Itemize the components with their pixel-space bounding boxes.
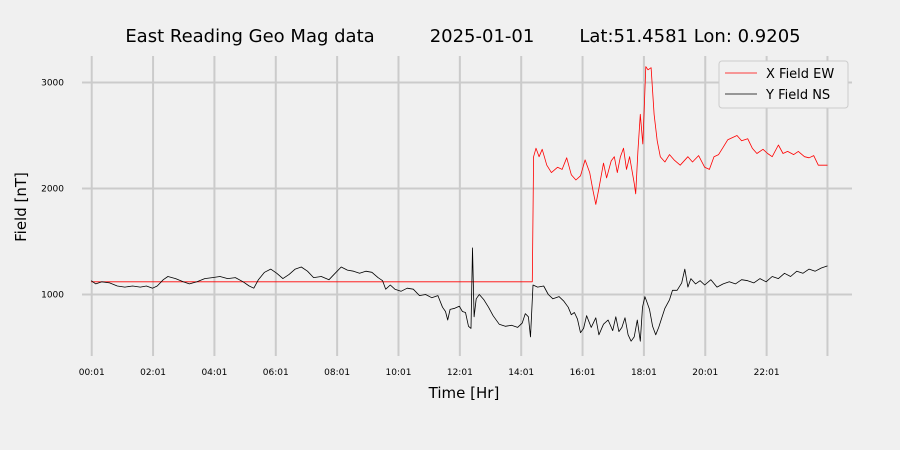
x-tick-label-10: 20:01	[692, 368, 718, 378]
x-tick-label-2: 04:01	[201, 368, 227, 378]
x-grid	[90, 56, 829, 356]
x-tick-label-4: 08:01	[324, 368, 350, 378]
x-tick-label-8: 16:01	[570, 368, 596, 378]
x-axis-label: Time [Hr]	[428, 384, 500, 402]
legend-label-y-field: Y Field NS	[765, 88, 830, 103]
x-tick-label-6: 12:01	[447, 368, 473, 378]
series-line-0	[91, 66, 828, 283]
x-tick-labels: 00:01 02:01 04:01 06:01 08:01 10:01 12:01 14:01…	[79, 368, 780, 378]
series-line-1	[90, 247, 828, 342]
chart-title: East Reading Geo Mag data	[125, 26, 374, 47]
x-tick-label-5: 10:01	[386, 368, 412, 378]
series-layer	[90, 66, 828, 342]
legend: X Field EW Y Field NS	[718, 60, 849, 109]
chart-title-date: 2025-01-01	[430, 26, 535, 47]
x-tick-label-3: 06:01	[263, 368, 289, 378]
y-tick-label-1: 2000	[41, 185, 64, 195]
y-axis-label: Field [nT]	[12, 172, 30, 242]
y-tick-label-2: 3000	[41, 79, 64, 89]
y-tick-labels: 1000 2000 3000	[41, 79, 64, 301]
x-tick-label-11: 22:01	[754, 368, 780, 378]
x-tick-label-9: 18:01	[631, 368, 657, 378]
y-grid	[82, 81, 852, 296]
chart-title-location: Lat:51.4581 Lon: 0.9205	[579, 26, 800, 47]
x-tick-label-0: 00:01	[79, 368, 105, 378]
y-tick-label-0: 1000	[41, 291, 64, 301]
x-tick-label-7: 14:01	[508, 368, 534, 378]
legend-label-x-field: X Field EW	[766, 67, 834, 82]
x-tick-label-1: 02:01	[140, 368, 166, 378]
